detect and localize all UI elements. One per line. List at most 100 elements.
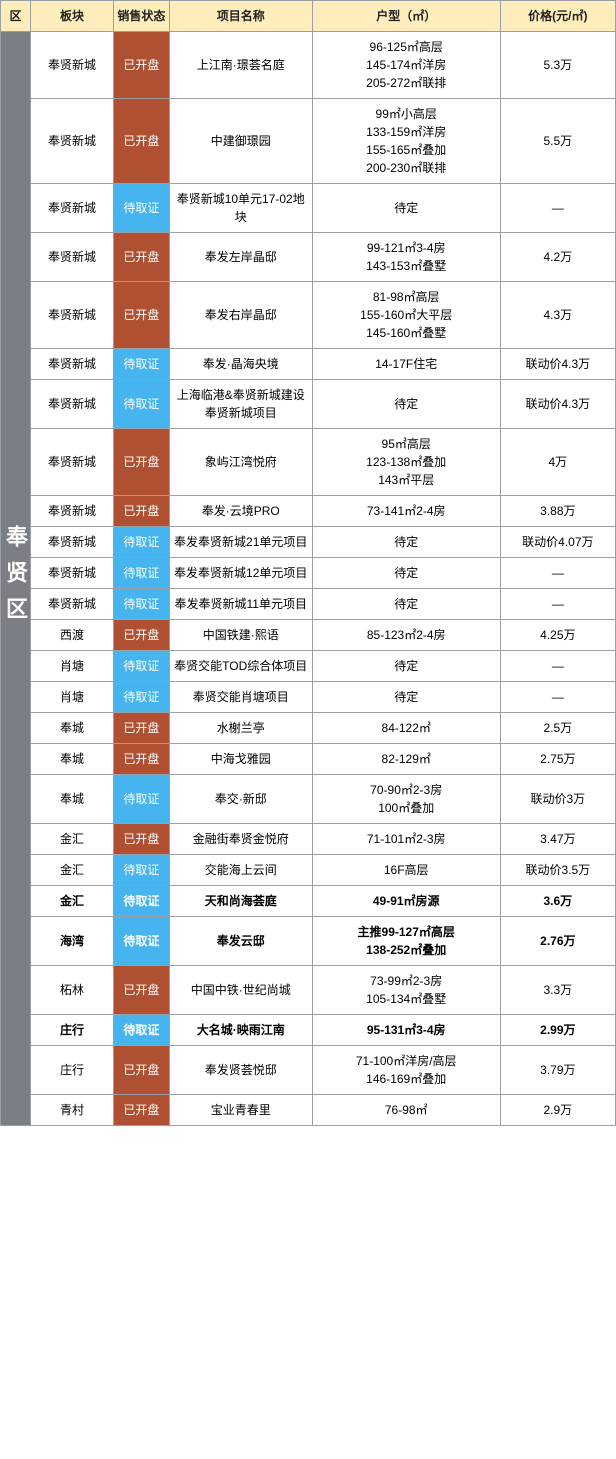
project-name-cell: 奉交·新邸 (169, 775, 312, 824)
area-cell: 奉贤新城 (30, 429, 113, 496)
table-row: 奉贤新城已开盘象屿江湾悦府95㎡高层123-138㎡叠加143㎡平层4万 (1, 429, 616, 496)
area-cell: 奉城 (30, 713, 113, 744)
header-type: 户型（㎡） (312, 1, 500, 32)
area-cell: 奉贤新城 (30, 380, 113, 429)
header-area: 板块 (30, 1, 113, 32)
table-row: 奉贤新城已开盘中建御璟园99㎡小高层133-159㎡洋房155-165㎡叠加20… (1, 99, 616, 184)
price-cell: 2.75万 (500, 744, 615, 775)
area-cell: 奉贤新城 (30, 32, 113, 99)
unit-type-cell: 81-98㎡高层155-160㎡大平层145-160㎡叠墅 (312, 282, 500, 349)
area-cell: 肖塘 (30, 682, 113, 713)
status-cell: 待取证 (114, 682, 170, 713)
status-cell: 待取证 (114, 886, 170, 917)
header-name: 项目名称 (169, 1, 312, 32)
table-row: 奉贤新城已开盘奉发右岸晶邸81-98㎡高层155-160㎡大平层145-160㎡… (1, 282, 616, 349)
unit-type-cell: 主推99-127㎡高层138-252㎡叠加 (312, 917, 500, 966)
unit-type-cell: 73-99㎡2-3房105-134㎡叠墅 (312, 966, 500, 1015)
table-row: 肖塘待取证奉贤交能TOD综合体项目待定— (1, 651, 616, 682)
status-cell: 待取证 (114, 1015, 170, 1046)
project-name-cell: 奉发·晶海央境 (169, 349, 312, 380)
table-row: 肖塘待取证奉贤交能肖塘项目待定— (1, 682, 616, 713)
area-cell: 奉贤新城 (30, 282, 113, 349)
price-cell: 3.79万 (500, 1046, 615, 1095)
table-row: 庄行待取证大名城·映雨江南95-131㎡3-4房2.99万 (1, 1015, 616, 1046)
unit-type-cell: 76-98㎡ (312, 1095, 500, 1126)
table-row: 西渡已开盘中国铁建·熙语85-123㎡2-4房4.25万 (1, 620, 616, 651)
unit-type-cell: 84-122㎡ (312, 713, 500, 744)
price-cell: 4.2万 (500, 233, 615, 282)
table-row: 奉贤新城待取证奉发·晶海央境14-17F住宅联动价4.3万 (1, 349, 616, 380)
project-name-cell: 奉发贤荟悦邸 (169, 1046, 312, 1095)
unit-type-cell: 14-17F住宅 (312, 349, 500, 380)
table-row: 奉城已开盘水榭兰亭84-122㎡2.5万 (1, 713, 616, 744)
area-cell: 青村 (30, 1095, 113, 1126)
status-cell: 待取证 (114, 917, 170, 966)
unit-type-cell: 71-101㎡2-3房 (312, 824, 500, 855)
price-cell: 3.3万 (500, 966, 615, 1015)
unit-type-cell: 95㎡高层123-138㎡叠加143㎡平层 (312, 429, 500, 496)
project-name-cell: 奉发右岸晶邸 (169, 282, 312, 349)
price-cell: 4.3万 (500, 282, 615, 349)
area-cell: 奉城 (30, 744, 113, 775)
status-cell: 待取证 (114, 775, 170, 824)
header-price: 价格(元/㎡) (500, 1, 615, 32)
area-cell: 海湾 (30, 917, 113, 966)
project-name-cell: 象屿江湾悦府 (169, 429, 312, 496)
area-cell: 金汇 (30, 855, 113, 886)
status-cell: 已开盘 (114, 429, 170, 496)
header-status: 销售状态 (114, 1, 170, 32)
status-cell: 待取证 (114, 651, 170, 682)
status-cell: 已开盘 (114, 496, 170, 527)
status-cell: 已开盘 (114, 966, 170, 1015)
project-name-cell: 金融街奉贤金悦府 (169, 824, 312, 855)
table-row: 奉贤新城已开盘奉发·云境PRO73-141㎡2-4房3.88万 (1, 496, 616, 527)
price-cell: 联动价3.5万 (500, 855, 615, 886)
table-row: 柘林已开盘中国中铁·世纪尚城73-99㎡2-3房105-134㎡叠墅3.3万 (1, 966, 616, 1015)
unit-type-cell: 70-90㎡2-3房100㎡叠加 (312, 775, 500, 824)
status-cell: 待取证 (114, 855, 170, 886)
price-cell: 5.3万 (500, 32, 615, 99)
project-name-cell: 奉发奉贤新城21单元项目 (169, 527, 312, 558)
price-cell: 3.47万 (500, 824, 615, 855)
status-cell: 待取证 (114, 558, 170, 589)
district-cell: 奉贤区 (1, 32, 31, 1126)
project-name-cell: 中建御璟园 (169, 99, 312, 184)
table-row: 奉贤新城待取证奉发奉贤新城21单元项目待定联动价4.07万 (1, 527, 616, 558)
status-cell: 已开盘 (114, 99, 170, 184)
price-cell: — (500, 184, 615, 233)
status-cell: 已开盘 (114, 744, 170, 775)
table-row: 奉城已开盘中海戈雅园82-129㎡2.75万 (1, 744, 616, 775)
table-row: 奉贤新城待取证奉发奉贤新城11单元项目待定— (1, 589, 616, 620)
status-cell: 待取证 (114, 349, 170, 380)
status-cell: 已开盘 (114, 824, 170, 855)
price-cell: 4万 (500, 429, 615, 496)
price-cell: 联动价4.3万 (500, 349, 615, 380)
project-name-cell: 奉发奉贤新城12单元项目 (169, 558, 312, 589)
table-row: 奉贤新城待取证奉发奉贤新城12单元项目待定— (1, 558, 616, 589)
project-name-cell: 水榭兰亭 (169, 713, 312, 744)
unit-type-cell: 待定 (312, 651, 500, 682)
project-name-cell: 大名城·映雨江南 (169, 1015, 312, 1046)
table-row: 青村已开盘宝业青春里76-98㎡2.9万 (1, 1095, 616, 1126)
status-cell: 已开盘 (114, 1095, 170, 1126)
price-cell: 4.25万 (500, 620, 615, 651)
project-name-cell: 宝业青春里 (169, 1095, 312, 1126)
unit-type-cell: 99-121㎡3-4房143-153㎡叠墅 (312, 233, 500, 282)
status-cell: 已开盘 (114, 713, 170, 744)
price-cell: 联动价3万 (500, 775, 615, 824)
unit-type-cell: 99㎡小高层133-159㎡洋房155-165㎡叠加200-230㎡联排 (312, 99, 500, 184)
unit-type-cell: 16F高层 (312, 855, 500, 886)
price-cell: 联动价4.07万 (500, 527, 615, 558)
project-name-cell: 中国中铁·世纪尚城 (169, 966, 312, 1015)
project-name-cell: 奉发奉贤新城11单元项目 (169, 589, 312, 620)
status-cell: 已开盘 (114, 620, 170, 651)
area-cell: 庄行 (30, 1015, 113, 1046)
area-cell: 奉贤新城 (30, 496, 113, 527)
status-cell: 已开盘 (114, 233, 170, 282)
project-name-cell: 奉贤新城10单元17-02地块 (169, 184, 312, 233)
table-row: 奉城待取证奉交·新邸70-90㎡2-3房100㎡叠加联动价3万 (1, 775, 616, 824)
area-cell: 奉贤新城 (30, 527, 113, 558)
project-name-cell: 奉发云邸 (169, 917, 312, 966)
unit-type-cell: 待定 (312, 527, 500, 558)
area-cell: 西渡 (30, 620, 113, 651)
